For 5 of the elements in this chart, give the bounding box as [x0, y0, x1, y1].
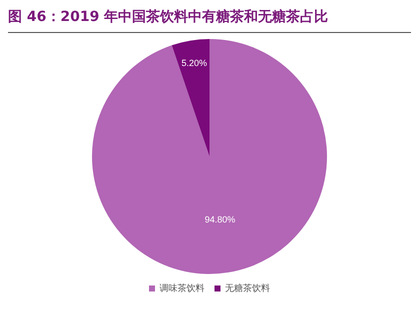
- legend-label: 无糖茶饮料: [225, 282, 270, 294]
- data-label: 5.20%: [181, 58, 207, 68]
- chart-title: 图 46：2019 年中国茶饮料中有糖茶和无糖茶占比: [8, 8, 411, 33]
- legend-label: 调味茶饮料: [160, 282, 204, 294]
- data-label: 94.80%: [204, 214, 236, 225]
